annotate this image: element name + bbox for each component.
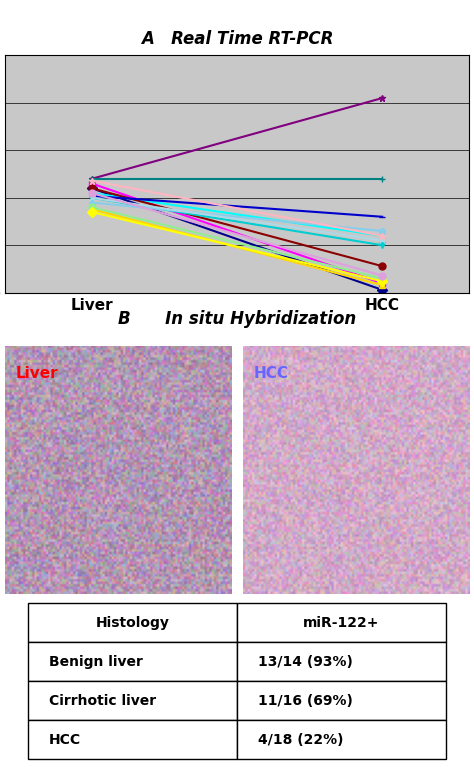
Line: #8: #8 [88, 176, 386, 183]
Line: #5: #5 [88, 94, 386, 183]
Line: #12: #12 [88, 204, 386, 282]
Line: #1: #1 [88, 185, 386, 293]
#11 [379, 226, 385, 235]
#9 [379, 212, 385, 222]
#3 [379, 281, 385, 290]
Text: A   Real Time RT-PCR: A Real Time RT-PCR [141, 30, 333, 48]
Line: #2: #2 [88, 180, 386, 287]
#12 [89, 202, 95, 212]
#13 [89, 207, 95, 216]
Line: #9: #9 [88, 193, 386, 220]
#15 [379, 231, 385, 240]
#1 [379, 285, 385, 295]
#6 [89, 183, 95, 193]
#4 [89, 189, 95, 198]
#2 [89, 179, 95, 188]
#3 [89, 205, 95, 214]
Line: #16: #16 [88, 189, 386, 279]
Line: #3: #3 [88, 206, 386, 288]
#8 [89, 174, 95, 183]
#10 [89, 193, 95, 202]
#8 [379, 174, 385, 183]
Text: Liver: Liver [16, 366, 59, 380]
Line: #13: #13 [88, 209, 386, 285]
Line: #14: #14 [88, 194, 386, 244]
#14 [379, 236, 385, 245]
#4 [379, 231, 385, 240]
#2 [379, 278, 385, 288]
Line: #4: #4 [88, 189, 386, 239]
#11 [89, 198, 95, 207]
#5 [89, 174, 95, 183]
#12 [379, 274, 385, 283]
Line: #15: #15 [88, 177, 386, 239]
#6 [379, 262, 385, 271]
#10 [379, 241, 385, 250]
#16 [89, 189, 95, 198]
#14 [89, 193, 95, 202]
Text: HCC: HCC [254, 366, 289, 380]
#1 [89, 183, 95, 193]
#9 [89, 191, 95, 200]
#16 [379, 271, 385, 280]
Text: B      In situ Hybridization: B In situ Hybridization [118, 311, 356, 328]
#15 [89, 176, 95, 186]
Line: #11: #11 [88, 199, 386, 235]
Line: #6: #6 [88, 185, 386, 269]
#5 [379, 94, 385, 103]
#13 [379, 277, 385, 286]
Line: #10: #10 [88, 194, 386, 249]
